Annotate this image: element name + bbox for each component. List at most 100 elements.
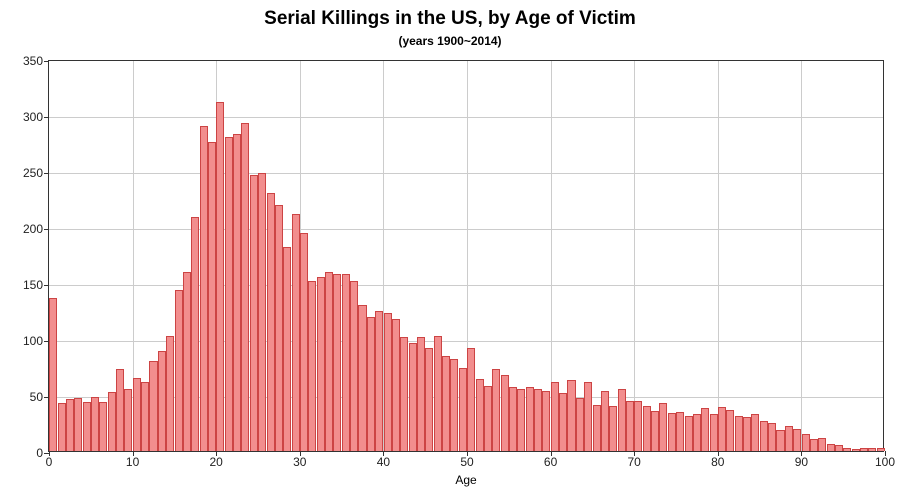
histogram-bar: [74, 398, 82, 451]
histogram-bar: [367, 317, 375, 451]
histogram-bar: [400, 337, 408, 451]
histogram-bar: [693, 414, 701, 451]
x-tick-label: 60: [544, 455, 557, 469]
x-tick-label: 0: [46, 455, 53, 469]
x-tick-label: 40: [377, 455, 390, 469]
histogram-bar: [141, 382, 149, 451]
histogram-bar: [534, 389, 542, 451]
histogram-bar: [626, 401, 634, 451]
histogram-bar: [191, 217, 199, 451]
histogram-bar: [208, 142, 216, 451]
histogram-bar: [735, 416, 743, 451]
histogram-bar: [258, 173, 266, 451]
histogram-bar: [659, 403, 667, 451]
y-tick-mark: [44, 229, 49, 230]
histogram-bar: [417, 337, 425, 451]
histogram-bar: [827, 444, 835, 451]
gridline-vertical: [718, 61, 719, 451]
y-tick-mark: [44, 117, 49, 118]
histogram-bar: [116, 369, 124, 451]
histogram-bar: [467, 348, 475, 451]
histogram-bar: [484, 386, 492, 451]
gridline-horizontal: [49, 173, 883, 174]
histogram-bar: [593, 405, 601, 451]
histogram-bar: [158, 351, 166, 451]
histogram-bar: [476, 379, 484, 451]
y-tick-label: 0: [36, 446, 43, 460]
histogram-bar: [710, 414, 718, 451]
histogram-bar: [668, 413, 676, 451]
x-tick-label: 70: [628, 455, 641, 469]
histogram-bar: [267, 193, 275, 451]
histogram-bar: [718, 407, 726, 451]
histogram-bar: [450, 359, 458, 451]
histogram-bar: [175, 290, 183, 451]
histogram-bar: [810, 439, 818, 451]
histogram-bar: [149, 361, 157, 451]
histogram-bar: [133, 378, 141, 451]
histogram-bar: [726, 410, 734, 451]
y-tick-label: 150: [23, 278, 43, 292]
histogram-bar: [609, 406, 617, 451]
histogram-bar: [685, 416, 693, 451]
histogram-bar: [58, 403, 66, 451]
histogram-bar: [283, 247, 291, 451]
plot-area: Age 050100150200250300350010203040506070…: [48, 60, 884, 452]
histogram-bar: [66, 399, 74, 451]
y-tick-mark: [44, 61, 49, 62]
histogram-bar: [275, 205, 283, 451]
histogram-bar: [601, 391, 609, 451]
chart-subtitle: (years 1900~2014): [0, 34, 900, 48]
histogram-bar: [776, 430, 784, 451]
histogram-bar: [835, 445, 843, 451]
histogram-bar: [492, 369, 500, 451]
histogram-bar: [743, 417, 751, 451]
gridline-horizontal: [49, 285, 883, 286]
histogram-bar: [634, 401, 642, 451]
histogram-bar: [333, 274, 341, 451]
histogram-bar: [241, 123, 249, 451]
y-tick-mark: [44, 173, 49, 174]
histogram-bar: [292, 214, 300, 451]
histogram-bar: [877, 448, 885, 451]
histogram-bar: [868, 448, 876, 451]
histogram-bar: [509, 387, 517, 451]
histogram-bar: [676, 412, 684, 451]
histogram-bar: [425, 348, 433, 451]
gridline-horizontal: [49, 229, 883, 230]
y-tick-label: 300: [23, 110, 43, 124]
y-tick-label: 50: [30, 390, 43, 404]
histogram-bar: [584, 382, 592, 451]
histogram-bar: [108, 392, 116, 451]
histogram-bar: [216, 102, 224, 451]
histogram-bar: [392, 319, 400, 451]
x-tick-label: 30: [293, 455, 306, 469]
x-tick-label: 20: [210, 455, 223, 469]
histogram-bar: [576, 398, 584, 451]
histogram-bar: [375, 311, 383, 451]
histogram-bar: [551, 382, 559, 451]
histogram-bar: [768, 423, 776, 451]
x-axis-label: Age: [49, 473, 883, 487]
y-tick-label: 100: [23, 334, 43, 348]
histogram-bar: [701, 408, 709, 451]
x-tick-label: 90: [795, 455, 808, 469]
histogram-bar: [225, 137, 233, 451]
histogram-chart: Serial Killings in the US, by Age of Vic…: [0, 0, 900, 500]
histogram-bar: [860, 448, 868, 451]
histogram-bar: [183, 272, 191, 451]
histogram-bar: [233, 134, 241, 451]
histogram-bar: [852, 449, 860, 451]
histogram-bar: [751, 414, 759, 451]
histogram-bar: [567, 380, 575, 451]
histogram-bar: [250, 175, 258, 451]
histogram-bar: [200, 126, 208, 451]
histogram-bar: [526, 387, 534, 451]
y-tick-label: 250: [23, 166, 43, 180]
y-tick-label: 350: [23, 54, 43, 68]
histogram-bar: [818, 438, 826, 451]
histogram-bar: [618, 389, 626, 451]
histogram-bar: [300, 233, 308, 451]
x-tick-label: 100: [875, 455, 895, 469]
x-tick-label: 10: [126, 455, 139, 469]
